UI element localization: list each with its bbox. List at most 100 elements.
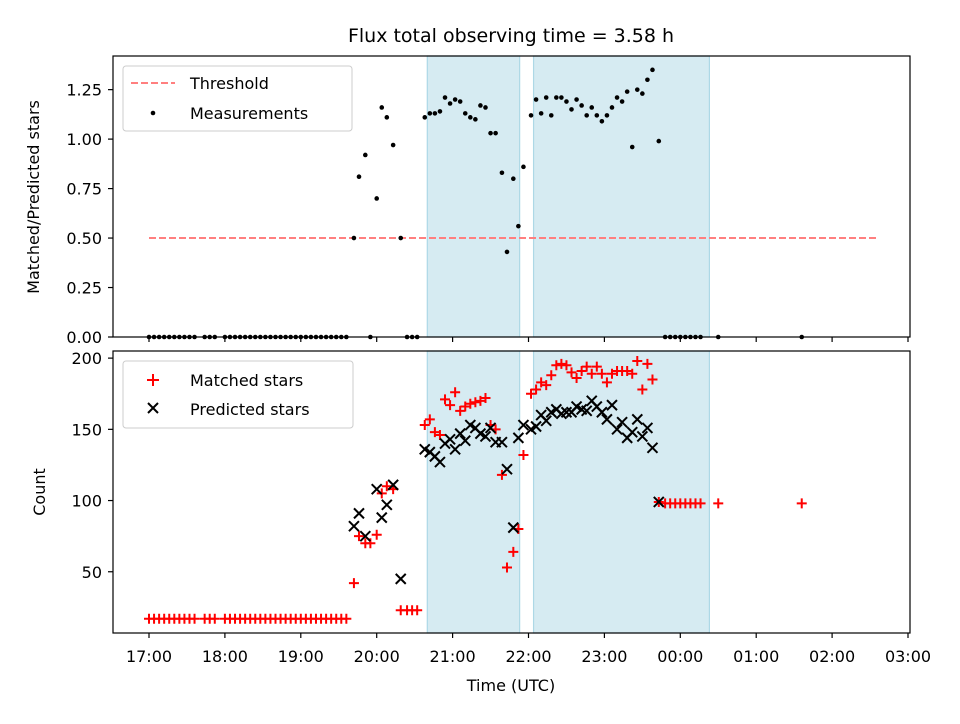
top-y-ticks: 0.00 0.25 0.50 0.75 1.00 1.25 [66, 81, 113, 347]
predicted-star-point-7 [395, 573, 407, 585]
matched-star-point-74 [546, 370, 557, 381]
measurement-point-81 [584, 113, 589, 118]
bottom-y-tick-label: 150 [71, 420, 102, 439]
measurement-point-51 [427, 111, 433, 116]
matched-star-point-83 [591, 361, 602, 372]
predicted-star-point-29 [530, 420, 542, 433]
measurement-point-65 [499, 170, 505, 176]
count-panel: 50 100 150 200 17:00 18:00 19:00 20:00 21:00 22:… [30, 349, 931, 695]
bottom-axes-frame [112, 350, 911, 634]
predicted-star-point-24 [501, 463, 513, 475]
legend-matched-swatch [147, 374, 159, 386]
x-tick-label: 01:00 [733, 647, 779, 666]
measurement-point-94 [650, 67, 655, 73]
measurement-point-82 [589, 105, 595, 110]
predicted-stars-points [348, 395, 665, 585]
predicted-star-point-13 [444, 433, 456, 446]
measurement-point-84 [599, 119, 605, 124]
top-y-axis-label: Matched/Predicted stars [24, 100, 43, 294]
matched-star-point-42 [371, 529, 382, 540]
predicted-star-point-25 [507, 521, 520, 534]
predicted-star-point-46 [616, 416, 628, 428]
measurement-point-78 [569, 107, 574, 112]
top-observing-intervals [426, 55, 710, 338]
predicted-star-point-1 [353, 507, 365, 520]
matched-star-point-38 [348, 578, 359, 589]
matched-star-point-78 [566, 367, 577, 378]
matched-star-point-69 [518, 449, 529, 460]
matched-star-point-70 [526, 388, 537, 399]
predicted-star-point-53 [653, 496, 665, 508]
predicted-star-point-27 [517, 419, 530, 431]
x-tick-label: 17:00 [126, 647, 172, 666]
predicted-star-point-5 [381, 499, 393, 511]
observing-interval-1 [426, 55, 521, 338]
predicted-star-point-16 [459, 435, 471, 447]
measurement-point-40 [363, 152, 368, 158]
measurement-point-69 [521, 164, 526, 170]
matched-star-point-104 [713, 498, 724, 509]
predicted-star-point-43 [601, 413, 613, 426]
matched-star-point-54 [440, 394, 451, 405]
top-y-tick-label: 1.00 [66, 130, 102, 149]
legend-measurements-swatch [150, 110, 156, 116]
measurement-point-66 [504, 249, 510, 255]
predicted-star-point-52 [646, 442, 659, 454]
matched-star-point-77 [561, 360, 572, 371]
x-tick-label: 22:00 [505, 647, 551, 666]
measurement-point-60 [473, 117, 478, 122]
measurement-point-75 [554, 95, 559, 100]
predicted-star-point-48 [626, 426, 638, 438]
legend-threshold-label: Threshold [189, 74, 269, 93]
measurement-point-62 [483, 105, 488, 110]
matched-star-point-50 [419, 420, 430, 431]
top-x-ticks [148, 337, 909, 342]
predicted-star-point-35 [560, 406, 573, 418]
predicted-star-point-42 [596, 406, 608, 418]
measurement-point-70 [528, 113, 534, 118]
matched-star-point-71 [531, 384, 542, 395]
predicted-star-point-20 [479, 430, 492, 443]
top-y-tick-label: 0.00 [66, 328, 102, 347]
matched-star-point-72 [536, 377, 547, 388]
measurement-point-80 [579, 103, 584, 108]
matched-star-point-86 [606, 368, 617, 379]
matched-star-point-52 [429, 427, 440, 438]
matched-star-point-39 [353, 531, 364, 542]
predicted-star-point-26 [512, 432, 525, 444]
measurement-point-57 [457, 99, 463, 104]
measurement-point-71 [533, 97, 539, 102]
legend-predicted-swatch [147, 402, 159, 414]
measurement-point-59 [468, 115, 473, 120]
matched-star-point-62 [480, 393, 491, 403]
measurement-point-85 [604, 113, 610, 118]
measurement-point-73 [543, 95, 549, 100]
predicted-star-point-2 [359, 530, 372, 542]
matched-star-point-67 [508, 546, 519, 557]
x-tick-label: 21:00 [430, 647, 476, 666]
predicted-star-point-0 [348, 520, 360, 532]
predicted-star-point-45 [611, 423, 623, 436]
matched-star-point-90 [627, 368, 638, 379]
matched-star-point-89 [622, 365, 633, 376]
measurement-point-43 [379, 105, 385, 110]
measurement-point-92 [640, 91, 645, 96]
bottom-y-tick-label: 50 [82, 563, 102, 582]
measurement-point-63 [488, 130, 493, 136]
matched-star-point-105 [796, 498, 807, 509]
x-tick-label: 23:00 [581, 647, 627, 666]
matched-star-point-93 [642, 358, 653, 369]
measurement-point-45 [390, 142, 396, 148]
matched-star-point-55 [445, 400, 456, 411]
matched-star-point-12 [209, 613, 220, 624]
measurement-point-38 [351, 235, 357, 241]
top-y-tick-label: 0.25 [66, 279, 102, 298]
top-y-tick-label: 0.50 [66, 229, 102, 248]
bottom-y-tick-label: 200 [71, 349, 102, 368]
measurement-point-91 [634, 87, 640, 92]
predicted-star-point-14 [449, 443, 461, 455]
observing-interval-1 [426, 350, 521, 634]
measurement-point-93 [645, 77, 650, 83]
x-tick-label: 18:00 [202, 647, 248, 666]
